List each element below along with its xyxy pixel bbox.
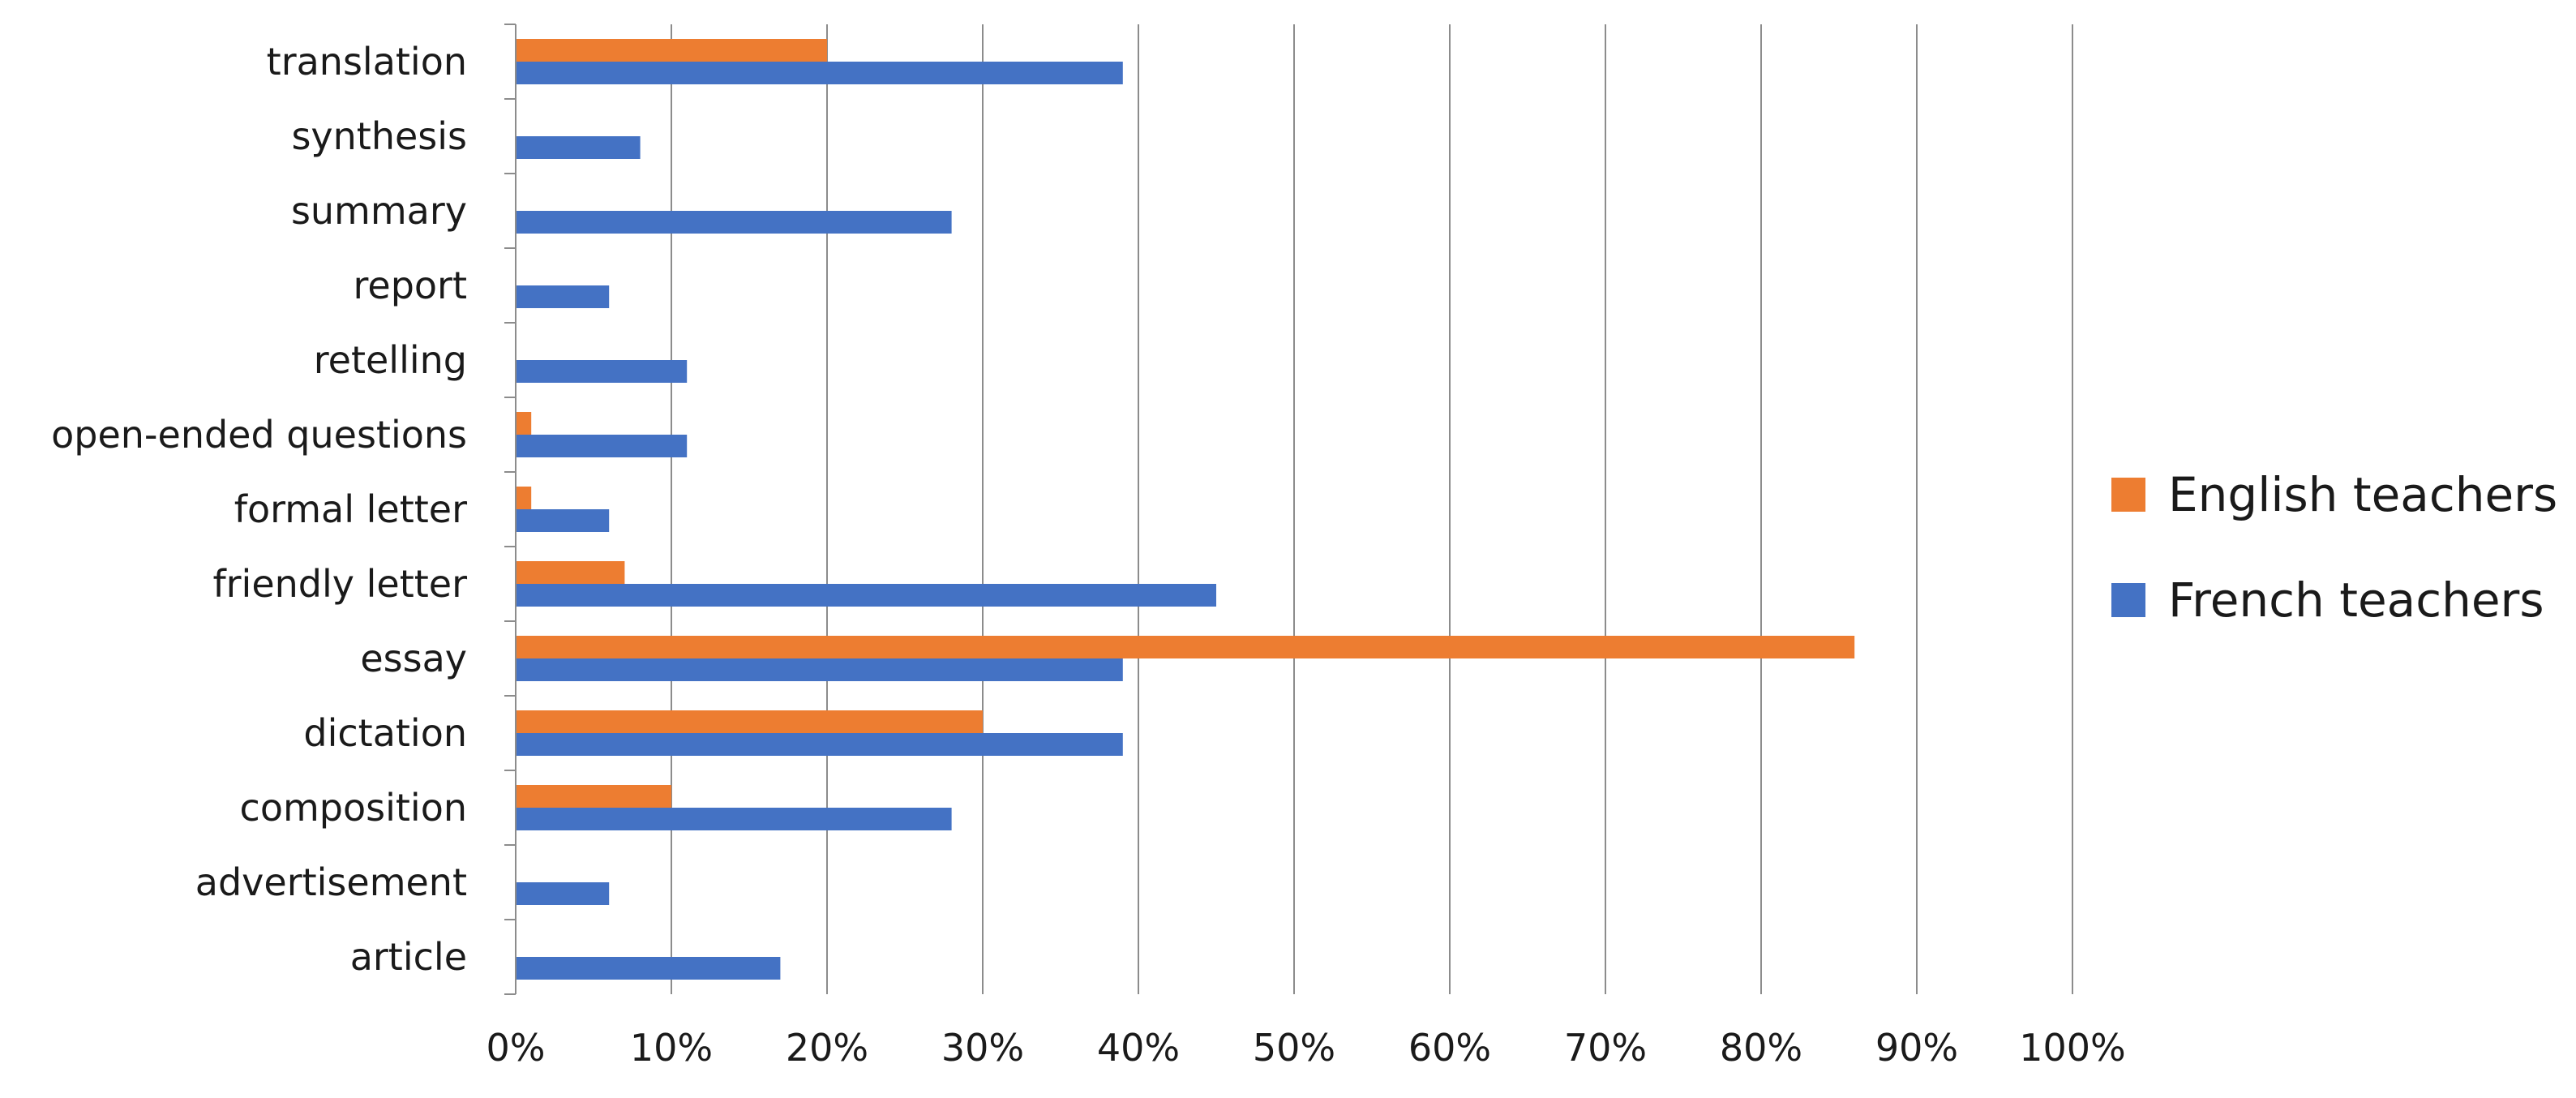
category-label: friendly letter — [212, 562, 467, 606]
bar-english-teachers — [516, 561, 625, 584]
category-label: composition — [240, 786, 467, 830]
bar-french-teachers — [516, 733, 1123, 756]
legend-swatch — [2111, 583, 2145, 617]
bar-english-teachers — [516, 636, 1855, 658]
legend-label: English teachers — [2168, 467, 2557, 522]
category-label: translation — [267, 40, 467, 84]
bar-french-teachers — [516, 136, 641, 159]
legend-swatch — [2111, 478, 2145, 512]
bar-french-teachers — [516, 882, 610, 905]
bar-english-teachers — [516, 487, 532, 509]
bar-french-teachers — [516, 360, 688, 383]
bar-english-teachers — [516, 710, 983, 733]
bar-english-teachers — [516, 785, 671, 808]
bar-french-teachers — [516, 957, 781, 980]
bar-english-teachers — [516, 412, 532, 435]
legend: English teachers French teachers — [2111, 467, 2557, 628]
x-tick-label: 60% — [1408, 1026, 1491, 1070]
category-label: open-ended questions — [51, 413, 467, 457]
category-label: formal letter — [234, 487, 467, 531]
bar-english-teachers — [516, 39, 827, 62]
gridlines — [671, 24, 2073, 994]
category-label: summary — [291, 189, 467, 233]
category-label: dictation — [303, 711, 467, 755]
bar-french-teachers — [516, 62, 1123, 84]
x-tick-label: 20% — [786, 1026, 868, 1070]
y-axis — [504, 24, 516, 995]
category-label: synthesis — [291, 114, 467, 158]
x-tick-labels: 0% 10% 20% 30% 40% 50% 60% 70% 80% 90% 100% — [486, 1026, 2126, 1070]
x-tick-label: 30% — [941, 1026, 1024, 1070]
legend-label: French teachers — [2168, 573, 2544, 628]
bar-french-teachers — [516, 584, 1216, 607]
bar-french-teachers — [516, 435, 688, 457]
bar-french-teachers — [516, 658, 1123, 681]
x-tick-label: 40% — [1097, 1026, 1180, 1070]
category-label: report — [354, 264, 468, 307]
category-labels: translation synthesis summary report retelli… — [51, 40, 467, 979]
bars — [516, 39, 1855, 980]
category-label: advertisement — [195, 860, 467, 904]
bar-french-teachers — [516, 285, 610, 308]
x-tick-label: 90% — [1875, 1026, 1958, 1070]
category-label: essay — [360, 637, 467, 680]
bar-french-teachers — [516, 211, 952, 234]
x-tick-label: 10% — [630, 1026, 713, 1070]
x-tick-label: 70% — [1564, 1026, 1647, 1070]
x-tick-label: 100% — [2019, 1026, 2126, 1070]
bar-french-teachers — [516, 509, 610, 532]
x-tick-label: 0% — [486, 1026, 546, 1070]
bar-french-teachers — [516, 808, 952, 830]
category-label: retelling — [314, 338, 467, 382]
category-label: article — [350, 935, 467, 979]
x-tick-label: 80% — [1720, 1026, 1802, 1070]
x-tick-label: 50% — [1253, 1026, 1335, 1070]
